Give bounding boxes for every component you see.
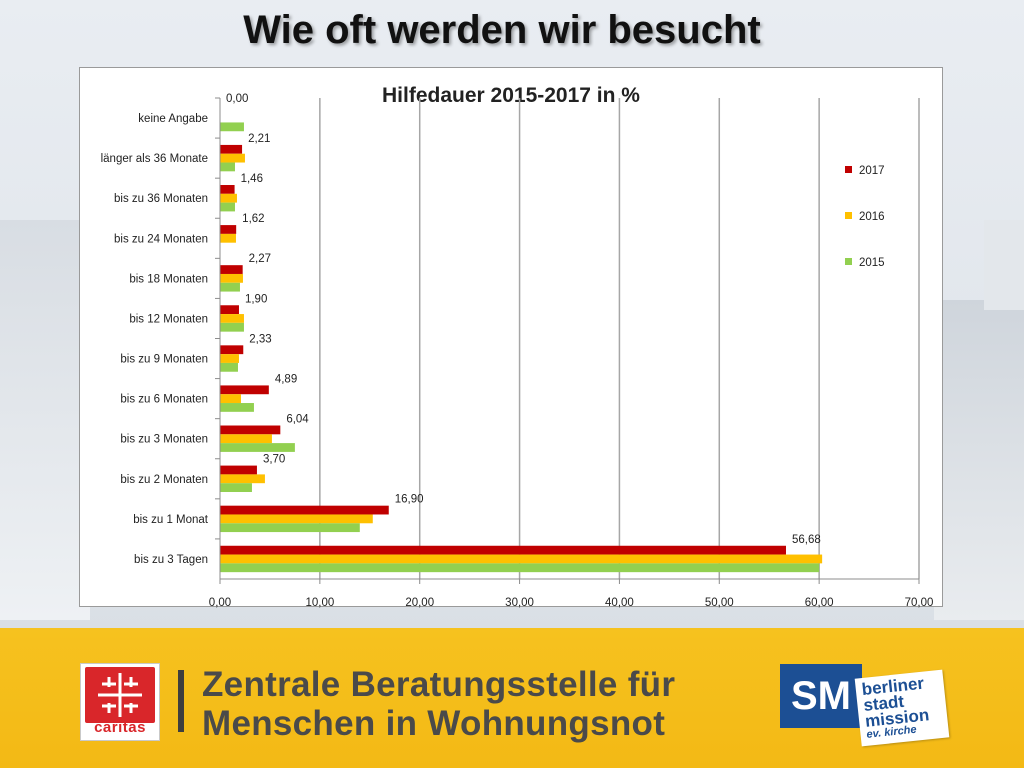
x-tick-label: 60,00: [805, 597, 834, 608]
data-label: 6,04: [286, 414, 309, 426]
y-tick-label: bis zu 9 Monaten: [120, 354, 208, 366]
x-tick-label: 20,00: [405, 597, 434, 608]
data-label: 2,21: [248, 133, 270, 145]
bar-2015: [220, 282, 240, 292]
bar-2015: [220, 362, 238, 372]
data-label: 16,90: [395, 494, 424, 506]
footer-divider: [178, 670, 184, 732]
x-tick-label: 30,00: [505, 597, 534, 608]
bar-2015: [220, 443, 295, 452]
bar-2017: [220, 305, 239, 315]
bar-2017: [220, 465, 257, 475]
bars: [220, 122, 823, 573]
chart-title: Hilfedauer 2015-2017 in %: [382, 84, 640, 107]
grid-lines: [319, 98, 920, 579]
data-label: 0,00: [226, 93, 248, 105]
x-tick-label: 50,00: [705, 597, 734, 608]
data-label: 3,70: [263, 454, 285, 466]
bar-2017: [220, 345, 244, 355]
footer-banner: caritas Zentrale Beratungsstelle für Men…: [0, 628, 1024, 768]
y-tick-label: bis zu 1 Monat: [133, 514, 209, 526]
y-tick-label: keine Angabe: [138, 113, 208, 125]
x-tick-label: 0,00: [209, 597, 231, 608]
bar-2016: [220, 434, 272, 444]
footer-title-line-2: Menschen in Wohnungsnot: [202, 704, 666, 743]
data-label: 4,89: [275, 373, 297, 385]
bar-2016: [220, 354, 239, 363]
axes: 0,00 10,00 20,00 30,00 40,00 50,00 60,00 70,00 k…: [101, 97, 934, 608]
caritas-logo: caritas: [80, 663, 160, 741]
bar-2016: [220, 314, 244, 323]
sm-logo: SM: [780, 664, 862, 728]
legend-label-2015: 2015: [859, 257, 885, 269]
caritas-cross-icon: [85, 667, 155, 723]
y-tick-label: bis zu 24 Monaten: [114, 233, 208, 245]
bar-2015: [220, 403, 254, 412]
data-label: 1,46: [241, 173, 263, 185]
bar-2016: [220, 153, 245, 163]
bar-2017: [220, 505, 389, 515]
legend-swatch-2016: [845, 212, 852, 219]
bar-2016: [220, 233, 236, 243]
berliner-stadtmission-logo: berliner stadt mission ev. kirche: [854, 669, 950, 747]
y-tick-label: bis zu 2 Monaten: [120, 474, 208, 486]
legend-swatch-2017: [845, 166, 852, 173]
data-label: 1,90: [245, 293, 267, 305]
bar-2016: [220, 474, 265, 484]
bar-2015: [220, 483, 252, 492]
slide-title: Wie oft werden wir besucht: [243, 8, 761, 52]
bar-2015: [220, 122, 244, 132]
legend-label-2017: 2017: [859, 165, 885, 177]
footer-title-line-1: Zentrale Beratungsstelle für: [202, 665, 676, 704]
x-tick-label: 10,00: [305, 597, 334, 608]
legend-swatch-2015: [845, 258, 852, 265]
data-label: 2,27: [249, 253, 271, 265]
x-tick-label: 70,00: [905, 597, 934, 608]
data-label: 1,62: [242, 213, 264, 225]
bar-2017: [220, 265, 243, 274]
bar-2015: [220, 563, 820, 573]
bar-2016: [220, 394, 241, 404]
y-tick-label: bis 12 Monaten: [129, 313, 208, 325]
labels: 0,00 2,21 1,46 1,62 2,27 1,90 2,33 4,89 6,04 3,70…: [226, 93, 821, 546]
bar-2017: [220, 185, 235, 194]
caritas-logo-text: caritas: [94, 719, 146, 736]
background-building-right-top: [984, 220, 1024, 310]
x-tick-label: 40,00: [605, 597, 634, 608]
data-label: 2,33: [249, 333, 271, 345]
bar-2017: [220, 545, 786, 555]
y-tick-label: bis zu 6 Monaten: [120, 394, 208, 406]
bar-2015: [220, 162, 235, 172]
bar-2016: [220, 554, 823, 564]
background-building-right: [934, 300, 1024, 620]
bar-2017: [220, 425, 281, 435]
background-building-left: [0, 220, 90, 620]
y-tick-label: bis zu 36 Monaten: [114, 193, 208, 205]
y-tick-label: bis zu 3 Tagen: [134, 554, 208, 566]
data-label: 56,68: [792, 534, 821, 546]
chart-frame: Hilfedauer 2015-2017 in % 0,00 10,00 20,00…: [79, 67, 943, 608]
legend-label-2016: 2016: [859, 211, 885, 223]
y-tick-label: bis zu 3 Monaten: [120, 434, 208, 446]
bar-2015: [220, 523, 360, 533]
bar-2016: [220, 514, 373, 524]
y-tick-label: länger als 36 Monate: [101, 153, 208, 165]
bar-2016: [220, 273, 243, 283]
bar-2015: [220, 202, 235, 212]
bar-2016: [220, 193, 237, 203]
legend: 2017 2016 2015: [845, 165, 885, 269]
hilfedauer-bar-chart: Hilfedauer 2015-2017 in % 0,00 10,00 20,00…: [101, 84, 934, 608]
bar-2017: [220, 144, 243, 154]
bar-2017: [220, 225, 237, 234]
bar-2017: [220, 385, 269, 395]
bar-2015: [220, 322, 244, 332]
y-tick-label: bis 18 Monaten: [129, 273, 208, 285]
